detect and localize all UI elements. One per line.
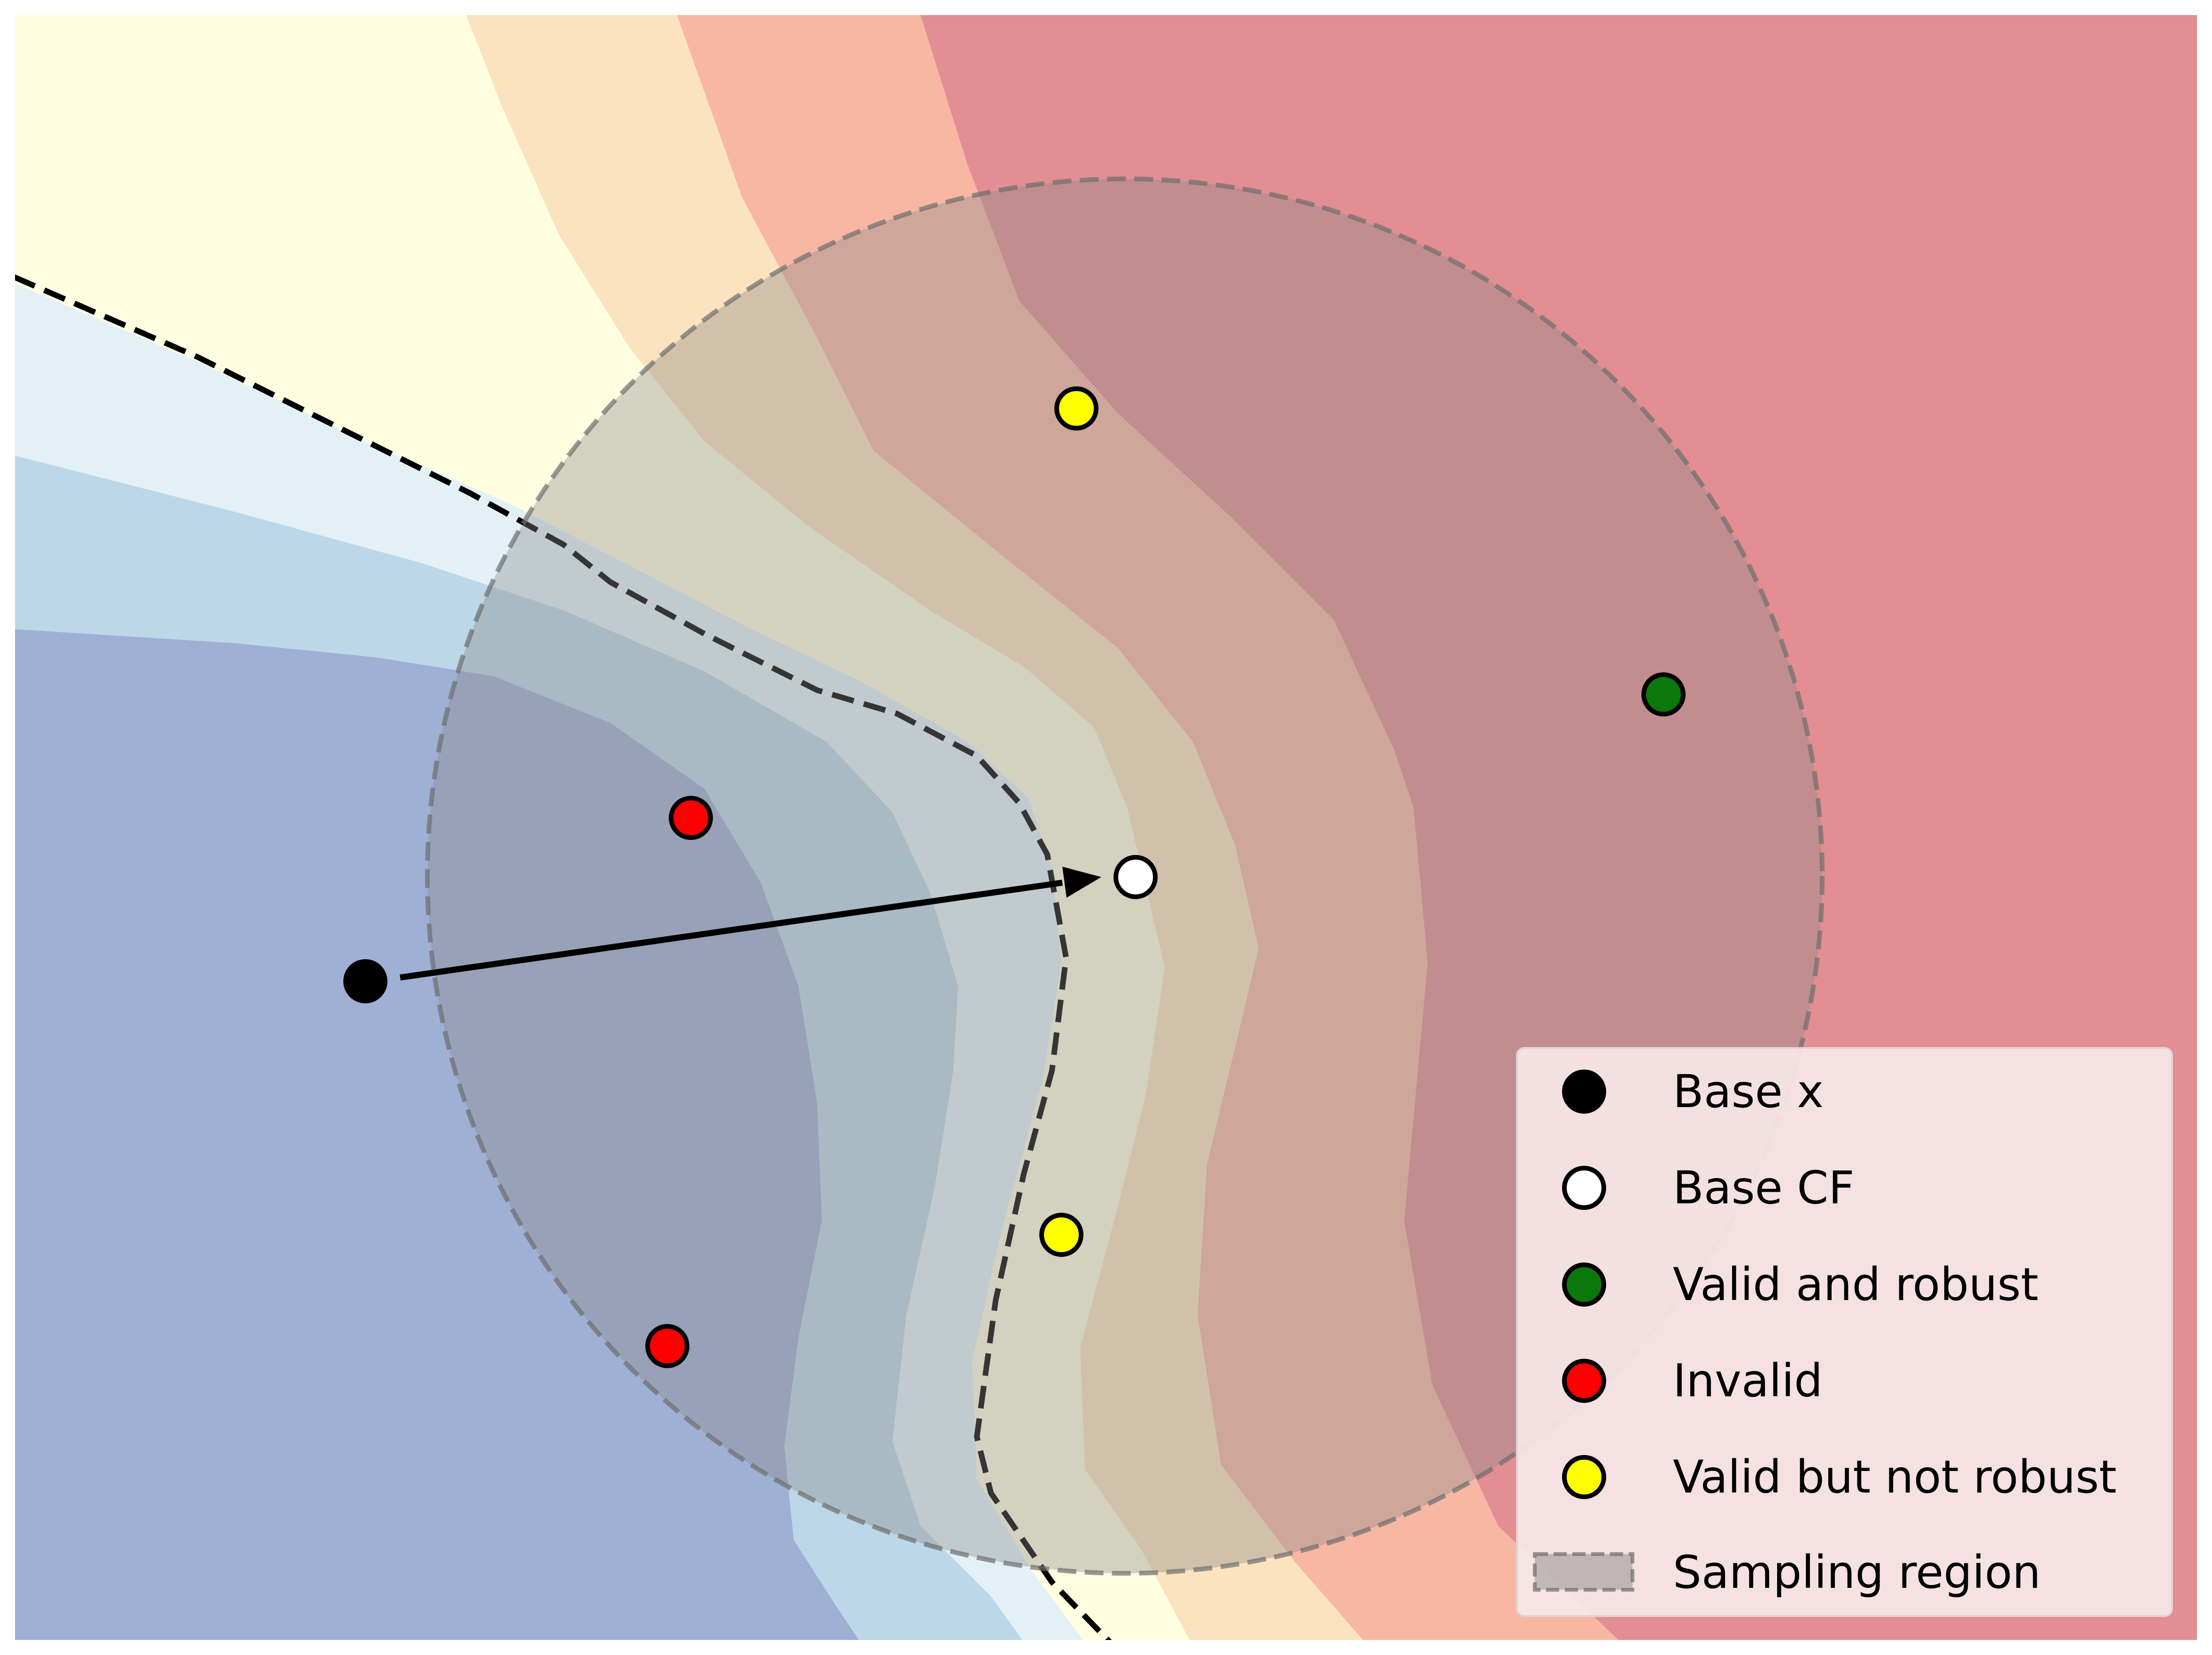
legend-box (1516, 1047, 2173, 1617)
invalid-point (669, 796, 713, 840)
legend-marker-valid-but-not-robust (1562, 1455, 1606, 1499)
plot-points (343, 386, 1686, 1368)
legend: Base x Base CF Valid and robust Invalid … (1516, 1047, 2173, 1617)
legend-label-invalid: Invalid (1673, 1355, 1823, 1407)
legend-marker-base-x (1562, 1070, 1606, 1114)
plot-frame (13, 13, 2199, 1642)
base-cf-point (1114, 855, 1158, 899)
legend-label-base-cf: Base CF (1673, 1162, 1855, 1214)
legend-label-valid-but-not-robust: Valid but not robust (1673, 1451, 2117, 1503)
legend-marker-valid-and-robust (1562, 1262, 1606, 1307)
valid-but-not-robust-point (1054, 386, 1098, 431)
counterfactual-arrow (400, 867, 1101, 981)
legend-label-valid-and-robust: Valid and robust (1673, 1258, 2039, 1311)
valid-but-not-robust-point (1039, 1213, 1083, 1257)
base-x-point (343, 959, 387, 1003)
invalid-point (645, 1324, 689, 1368)
legend-marker-base-cf (1562, 1166, 1606, 1210)
legend-label-base-x: Base x (1673, 1065, 1824, 1118)
valid-and-robust-point (1641, 672, 1686, 716)
legend-marker-invalid (1562, 1359, 1606, 1403)
legend-marker-sampling-region (1533, 1552, 1634, 1592)
legend-label-sampling-region: Sampling region (1673, 1546, 2041, 1599)
